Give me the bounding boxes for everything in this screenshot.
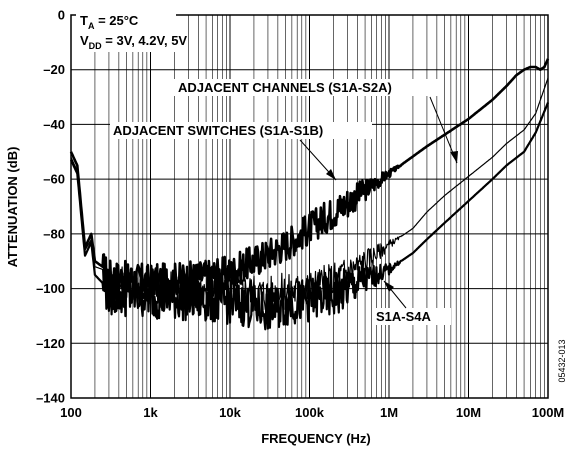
y-tick-label: –80 [43, 226, 65, 241]
x-tick-label: 10M [456, 405, 481, 420]
x-tick-label: 100 [60, 405, 82, 420]
series-line-3 [69, 102, 550, 331]
conditions-box: TA = 25°C VDD = 3V, 4.2V, 5V [76, 10, 187, 52]
y-tick-label: –140 [36, 391, 65, 406]
series-line-1 [69, 58, 550, 297]
condition-supply: VDD = 3V, 4.2V, 5V [80, 33, 187, 51]
tick-labels: 100 1k 10k 100k 1M 10M 100M 0 –20 –40 –60 –80 –100 –1… [36, 8, 564, 421]
annotation-s1a-s4a: S1A-S4A [373, 280, 451, 325]
y-tick-label: –40 [43, 117, 65, 132]
x-axis-title: FREQUENCY (Hz) [261, 431, 371, 446]
x-tick-label: 100k [295, 405, 325, 420]
figure-code: 05432-013 [557, 339, 567, 382]
x-tick-label: 1M [380, 405, 398, 420]
annotation-adjacent-switches-label: ADJACENT SWITCHES (S1A-S1B) [113, 123, 323, 138]
y-tick-label: –100 [36, 281, 65, 296]
x-tick-label: 1k [143, 405, 158, 420]
y-axis-title: ATTENUATION (dB) [5, 147, 20, 268]
y-tick-label: 0 [58, 8, 65, 23]
y-tick-label: –20 [43, 62, 65, 77]
annotation-adjacent-channels: ADJACENT CHANNELS (S1A-S2A) [174, 79, 458, 164]
y-tick-label: –120 [36, 336, 65, 351]
x-tick-label: 10k [219, 405, 241, 420]
plot-frame [70, 14, 549, 399]
series-layer [69, 58, 550, 331]
x-tick-label: 100M [532, 405, 565, 420]
annotation-adjacent-switches: ADJACENT SWITCHES (S1A-S1B) [110, 122, 372, 181]
y-tick-label: –60 [43, 172, 65, 187]
condition-temperature: TA = 25°C [80, 13, 139, 31]
grid [70, 14, 548, 399]
annotation-s1a-s4a-label: S1A-S4A [376, 309, 432, 324]
annotation-adjacent-channels-label: ADJACENT CHANNELS (S1A-S2A) [178, 80, 392, 95]
